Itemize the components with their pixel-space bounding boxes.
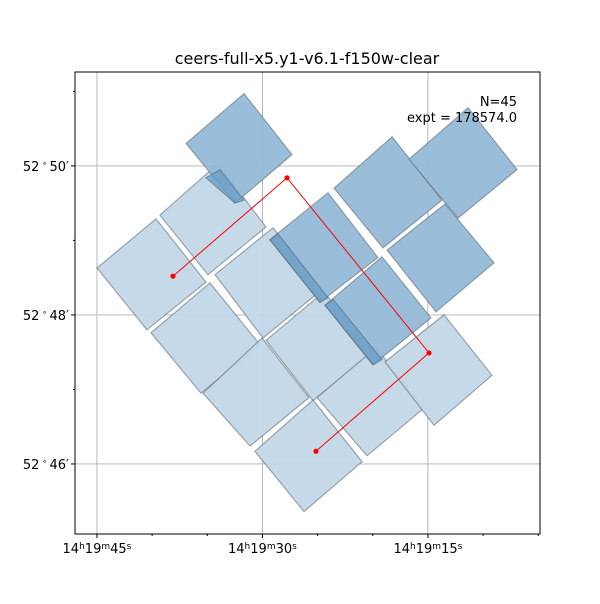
footprint-dark: [408, 106, 518, 219]
pointing-path: [170, 175, 432, 454]
path-point: [170, 273, 176, 279]
footprint-light: [159, 162, 267, 276]
footprint-overlap: [269, 232, 329, 304]
path-point: [313, 448, 319, 454]
y-tick-label: 52 ∘ 46′: [23, 457, 69, 473]
axes-frame: [74, 71, 541, 535]
ticks: 14h19m45s 14h19m30s 14h19m15s 52 ∘ 50′ 52 ∘ …: [23, 90, 539, 557]
chart-title: ceers-full-x5.y1-v6.1-f150w-clear: [175, 49, 440, 68]
path-point: [426, 350, 432, 356]
footprint-overlap: [204, 168, 246, 204]
footprint-light: [254, 399, 363, 513]
path-point: [284, 175, 290, 181]
y-tick-label: 52 ∘ 48′: [23, 308, 69, 324]
footprint-light: [384, 314, 493, 427]
annotation-n: N=45: [480, 95, 517, 110]
x-tick-label: 14h19m45s: [63, 542, 132, 557]
footprint-light: [202, 337, 310, 447]
footprint-overlap: [324, 298, 383, 366]
footprint-light: [96, 217, 207, 331]
y-tick-label: 52 ∘ 50′: [23, 159, 69, 175]
annotation-expt: expt = 178574.0: [407, 111, 517, 126]
footprint-dark: [333, 135, 443, 249]
footprints: [96, 92, 518, 513]
footprint-dark: [386, 203, 495, 313]
path-line: [172, 177, 430, 452]
x-tick-label: 14h19m30s: [228, 542, 297, 557]
x-tick-label: 14h19m15s: [393, 542, 462, 557]
